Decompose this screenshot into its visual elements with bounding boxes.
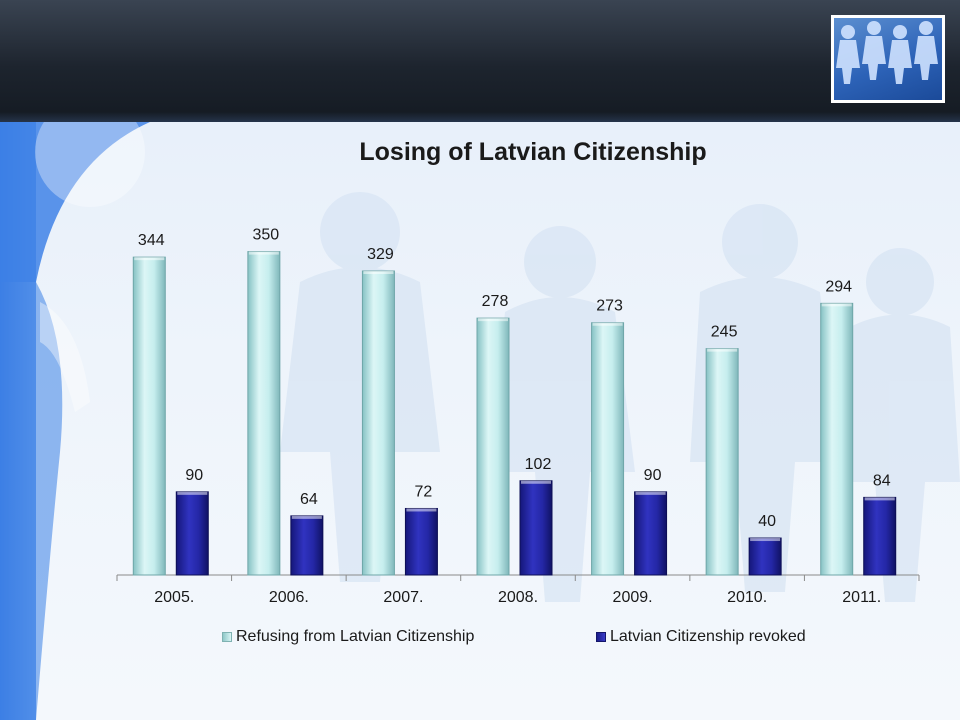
header-glow bbox=[0, 112, 960, 122]
bar-revoked bbox=[863, 496, 897, 576]
bar-refusing-highlight bbox=[592, 322, 623, 326]
data-label-refusing: 344 bbox=[138, 232, 165, 249]
bar-revoked-highlight bbox=[864, 497, 895, 501]
legend-label-revoked: Latvian Citizenship revoked bbox=[610, 628, 806, 645]
bar-refusing-highlight bbox=[478, 318, 508, 322]
data-label-refusing: 245 bbox=[711, 324, 738, 341]
bar-revoked bbox=[175, 491, 209, 576]
legend-item-revoked: Latvian Citizenship revoked bbox=[596, 628, 806, 646]
data-label-refusing: 278 bbox=[482, 293, 509, 310]
data-label-revoked: 64 bbox=[300, 491, 318, 508]
slide-header-bar bbox=[0, 0, 960, 122]
bar-revoked bbox=[634, 491, 668, 576]
data-label-revoked: 102 bbox=[525, 456, 552, 473]
data-label-refusing: 329 bbox=[367, 246, 394, 263]
data-label-revoked: 72 bbox=[415, 483, 433, 500]
x-tick-label: 2005. bbox=[154, 589, 194, 606]
legend-item-refusing: Refusing from Latvian Citizenship bbox=[222, 628, 474, 646]
data-label-revoked: 40 bbox=[758, 513, 776, 530]
bar-refusing bbox=[591, 322, 625, 576]
x-tick-label: 2010. bbox=[727, 589, 767, 606]
bar-revoked-highlight bbox=[750, 538, 781, 542]
bar-refusing bbox=[476, 317, 510, 576]
bar-refusing-highlight bbox=[134, 257, 165, 261]
x-tick-label: 2009. bbox=[613, 589, 653, 606]
data-label-refusing: 350 bbox=[253, 227, 280, 244]
bar-refusing-highlight bbox=[248, 251, 279, 255]
bar-refusing bbox=[705, 348, 739, 576]
x-tick-label: 2008. bbox=[498, 589, 538, 606]
bar-refusing bbox=[820, 302, 854, 576]
left-decorative-band bbox=[0, 122, 150, 720]
bar-refusing bbox=[132, 256, 166, 576]
bar-revoked-highlight bbox=[291, 515, 322, 519]
x-tick-label: 2006. bbox=[269, 589, 309, 606]
bar-revoked bbox=[519, 480, 553, 576]
legend-swatch-revoked bbox=[596, 632, 606, 642]
bar-refusing bbox=[247, 251, 281, 576]
bar-refusing bbox=[361, 270, 395, 576]
legend-swatch-refusing bbox=[222, 632, 232, 642]
bar-refusing-highlight bbox=[707, 348, 738, 352]
bar-revoked-highlight bbox=[406, 508, 437, 512]
legend-label-refusing: Refusing from Latvian Citizenship bbox=[236, 628, 475, 645]
bar-refusing-highlight bbox=[821, 303, 852, 307]
bar-revoked bbox=[748, 537, 782, 576]
bar-revoked bbox=[290, 515, 324, 576]
people-chain-logo-icon bbox=[831, 15, 945, 103]
data-label-revoked: 90 bbox=[185, 467, 203, 484]
chart-legend: Refusing from Latvian Citizenship Latvia… bbox=[0, 628, 960, 650]
x-tick-label: 2011. bbox=[842, 589, 881, 606]
bar-revoked-highlight bbox=[521, 480, 551, 484]
bar-revoked-highlight bbox=[635, 491, 666, 495]
data-label-revoked: 84 bbox=[873, 472, 891, 489]
data-label-refusing: 294 bbox=[825, 278, 852, 295]
bar-revoked bbox=[404, 507, 438, 576]
data-label-revoked: 90 bbox=[644, 467, 662, 484]
x-tick-label: 2007. bbox=[383, 589, 423, 606]
bar-revoked-highlight bbox=[177, 491, 208, 495]
data-label-refusing: 273 bbox=[596, 298, 623, 315]
chart-title: Losing of Latvian Citizenship bbox=[359, 138, 707, 166]
bar-refusing-highlight bbox=[363, 271, 394, 275]
